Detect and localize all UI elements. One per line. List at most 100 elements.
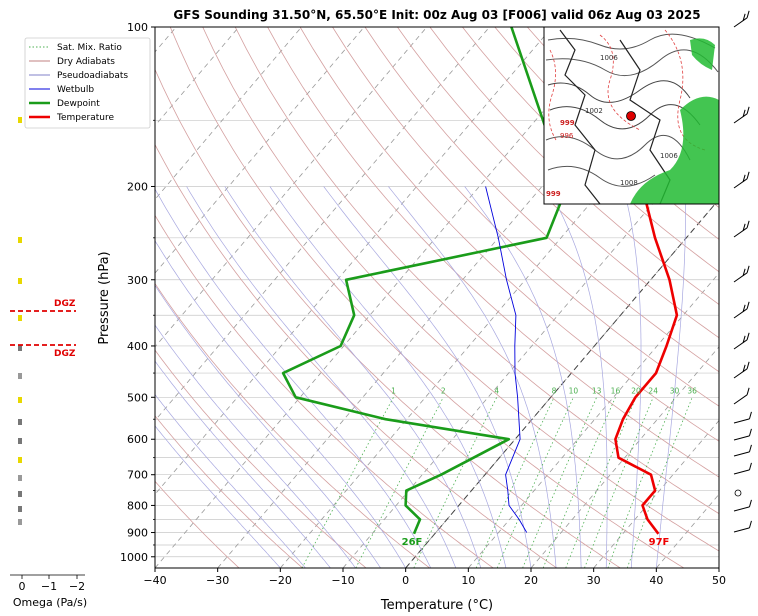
dry-adiabat-line <box>155 282 430 568</box>
legend-label: Dry Adiabats <box>57 57 115 67</box>
wetbulb-line <box>485 186 528 533</box>
mixing-ratio-label: 20 <box>631 386 641 395</box>
mixing-ratio-label: 30 <box>670 386 680 395</box>
dry-adiabat-line <box>155 214 494 568</box>
omega-bar <box>18 237 22 243</box>
sounding-location-marker <box>626 111 636 121</box>
omega-bar <box>18 315 22 321</box>
mixing-ratio-label: 36 <box>687 386 697 395</box>
dry-adiabat-line <box>155 349 367 568</box>
dry-adiabat-line <box>397 27 719 339</box>
pseudoadiabat-line <box>155 284 381 568</box>
map-pressure-label: 1006 <box>600 54 618 62</box>
zero-isotherm-line <box>405 198 719 568</box>
map-precip-area <box>630 96 719 204</box>
wind-barb <box>733 411 752 424</box>
x-tick-label: −10 <box>331 574 354 587</box>
omega-bar <box>18 278 22 284</box>
dry-adiabat-line <box>299 27 719 442</box>
dewpoint-line <box>281 27 569 535</box>
dry-adiabat-line <box>429 27 719 305</box>
y-tick-label: 300 <box>127 274 148 287</box>
y-tick-label: 600 <box>127 433 148 446</box>
map-red-contour <box>548 49 557 141</box>
wind-barb <box>733 444 752 457</box>
x-axis-ticks: −40 −30 −20 −10 0 10 20 30 40 50 <box>143 568 726 587</box>
y-axis-ticks: 100 200 300 400 500 600 700 800 900 1000 <box>120 21 155 564</box>
inset-map: 1002 1006 1006 1008 999 996 999 <box>543 26 720 205</box>
mixing-ratio-label: 2 <box>441 386 446 395</box>
omega-axis-label: Omega (Pa/s) <box>13 596 87 609</box>
omega-bar <box>18 519 22 525</box>
x-axis-label: Temperature (°C) <box>380 598 493 613</box>
wind-barb <box>733 332 750 350</box>
omega-bar <box>18 373 22 379</box>
map-pressure-label: 1008 <box>620 179 638 187</box>
omega-bar <box>18 506 22 512</box>
calm-wind-marker <box>734 489 742 497</box>
pseudoadiabat-line <box>224 186 482 568</box>
wind-barb <box>733 499 752 512</box>
y-tick-label: 1000 <box>120 551 148 564</box>
x-tick-label: 50 <box>712 574 726 587</box>
y-tick-label: 500 <box>127 391 148 404</box>
x-tick-label: −30 <box>206 574 229 587</box>
omega-bar <box>18 491 22 497</box>
map-precip-area <box>690 38 715 70</box>
y-tick-label: 700 <box>127 469 148 482</box>
dry-adiabat-line <box>364 27 719 373</box>
mixing-ratio-line <box>496 397 574 568</box>
mixing-ratio-line <box>626 397 693 568</box>
omega-bar <box>18 438 22 444</box>
omega-bar <box>18 397 22 403</box>
x-tick-label: 30 <box>587 574 601 587</box>
wind-barb <box>733 220 750 238</box>
map-pressure-label: 1006 <box>660 152 678 160</box>
mixing-ratio-line <box>355 397 444 568</box>
isotherm-line <box>718 567 719 568</box>
y-axis-label: Pressure (hPa) <box>97 251 112 344</box>
map-red-contour <box>664 29 706 151</box>
map-pressure-label: 1002 <box>585 107 603 115</box>
x-tick-label: 10 <box>461 574 475 587</box>
chart-title: GFS Sounding 31.50°N, 65.50°E Init: 00z … <box>173 8 700 22</box>
legend-label: Sat. Mix. Ratio <box>57 43 122 53</box>
wind-barb <box>733 171 750 189</box>
mixing-ratio-label: 16 <box>611 386 621 395</box>
wind-barb <box>733 361 750 379</box>
dry-adiabat-line <box>267 27 719 478</box>
dry-adiabat-line <box>169 27 685 568</box>
isotherm-line <box>155 27 553 495</box>
y-tick-label: 900 <box>127 527 148 540</box>
map-pressure-label: 996 <box>560 132 574 140</box>
omega-tick-label: 0 <box>19 580 26 593</box>
mixing-ratio-line <box>475 397 555 568</box>
mixing-ratio-label: 10 <box>569 386 579 395</box>
map-contour <box>547 165 656 187</box>
wind-barb <box>733 520 752 533</box>
dry-adiabat-line <box>462 27 719 273</box>
isotherm-line <box>593 419 719 568</box>
pseudoadiabat-line <box>269 186 507 568</box>
wind-barbs <box>733 10 752 533</box>
dry-adiabat-line <box>155 480 240 568</box>
temperature-line <box>614 27 679 535</box>
y-tick-label: 800 <box>127 499 148 512</box>
mixing-ratio-label: 24 <box>648 386 658 395</box>
wind-barb <box>733 428 752 441</box>
mixing-ratio-label: 4 <box>494 386 499 395</box>
omega-tick-label: −1 <box>41 580 57 593</box>
mixing-ratio-line <box>607 397 675 568</box>
x-tick-label: −20 <box>269 574 292 587</box>
legend-label: Dewpoint <box>57 99 100 109</box>
map-pressure-label: 999 <box>560 119 575 127</box>
dry-adiabat-line <box>155 143 558 568</box>
x-tick-label: −40 <box>143 574 166 587</box>
map-contour <box>547 80 691 103</box>
wind-barb <box>733 387 750 405</box>
surface-dewpoint-label: 26F <box>402 537 423 548</box>
dry-adiabat-line <box>234 27 719 515</box>
isotherm-line <box>217 27 678 568</box>
dry-adiabat-line <box>155 68 621 568</box>
